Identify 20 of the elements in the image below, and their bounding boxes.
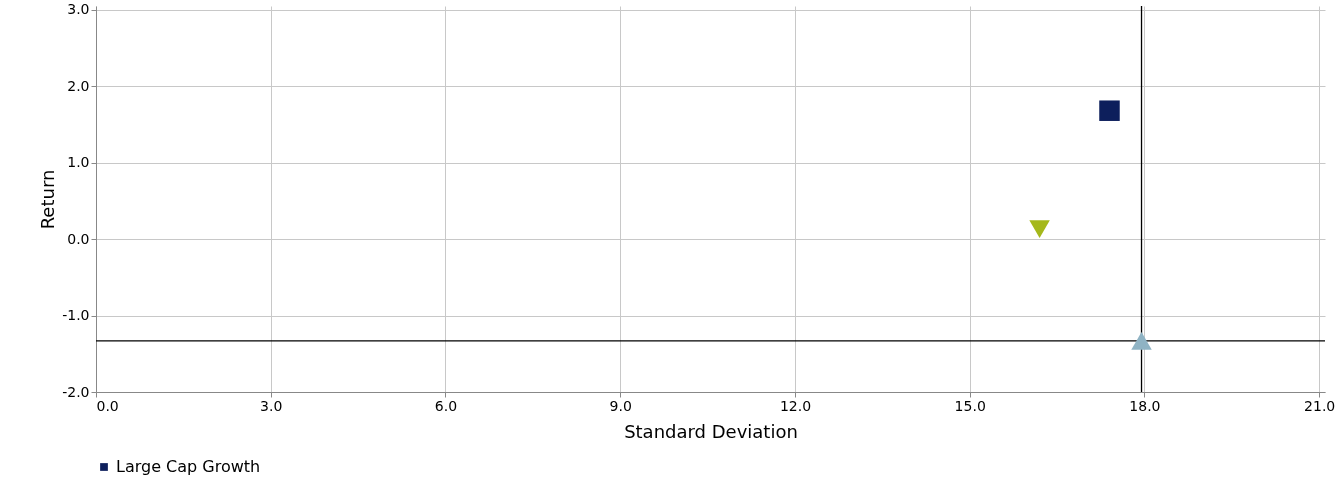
y-tick-label: 2.0 — [67, 77, 90, 94]
x-tick-label: 6.0 — [434, 397, 458, 414]
y-tick-label: 1.0 — [67, 154, 90, 171]
x-tick-label: 15.0 — [954, 397, 986, 414]
x-tick-label: 0.0 — [96, 397, 119, 414]
y-axis-title: Return — [37, 169, 59, 230]
x-axis-title: Standard Deviation — [624, 420, 798, 442]
legend-label: Large Cap Growth — [116, 457, 261, 476]
x-tick-label: 21.0 — [1304, 397, 1336, 414]
point — [1029, 220, 1050, 239]
x-tick-label: 3.0 — [260, 397, 283, 414]
y-tick-label: 0.0 — [67, 230, 90, 247]
x-tick-label: 9.0 — [609, 397, 632, 414]
x-tick-label: 18.0 — [1129, 397, 1161, 414]
point — [1131, 331, 1152, 350]
y-tick-label: -1.0 — [62, 307, 90, 324]
y-tick-label: -2.0 — [62, 383, 90, 400]
point — [1099, 100, 1120, 121]
x-tick-label: 12.0 — [779, 397, 812, 414]
y-tick-label: 3.0 — [67, 1, 90, 18]
